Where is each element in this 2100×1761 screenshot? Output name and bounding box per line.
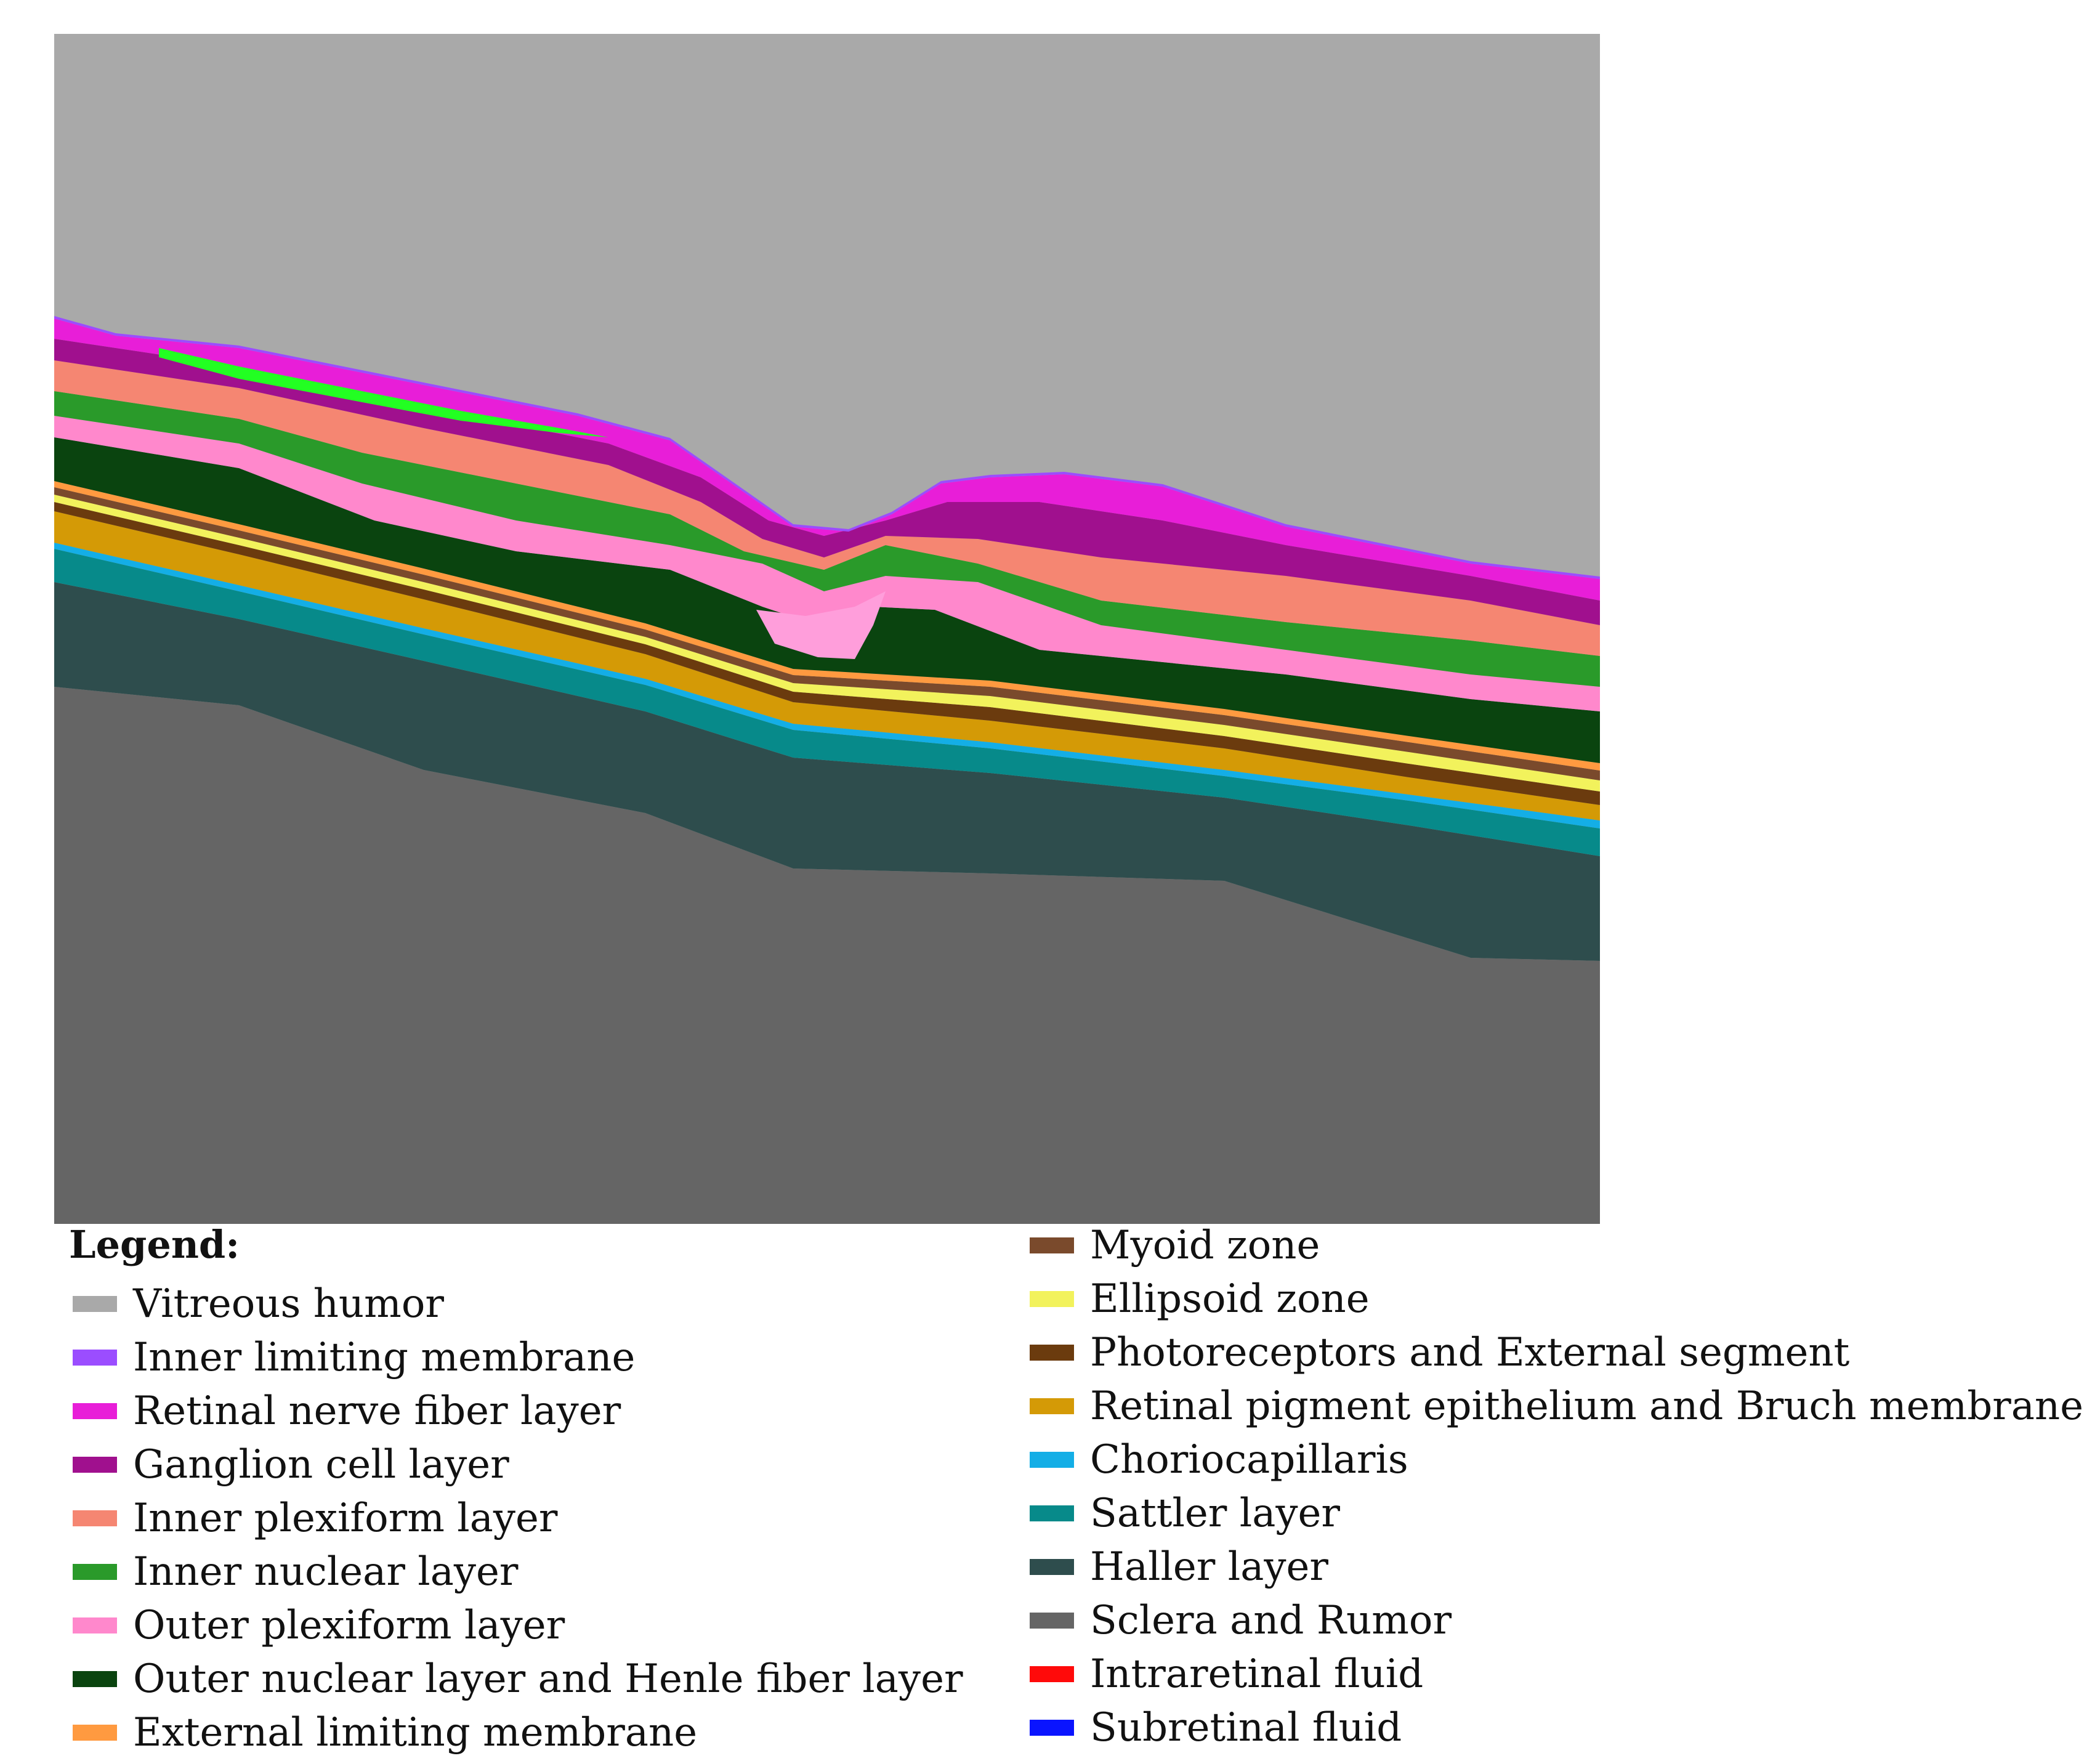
- legend-label: Outer nuclear layer and Henle fiber laye…: [133, 1656, 963, 1702]
- layer-photoreceptors-external: [54, 502, 1600, 805]
- legend-label: Myoid zone: [1090, 1223, 1320, 1268]
- legend-label: Outer plexiform layer: [133, 1603, 565, 1648]
- legend-label: Inner plexiform layer: [133, 1496, 558, 1541]
- legend-label: Choriocapillaris: [1090, 1437, 1408, 1483]
- legend-label: Intraretinal fluid: [1090, 1651, 1424, 1697]
- legend-label: Retinal pigment epithelium and Bruch mem…: [1090, 1383, 2083, 1429]
- layer-choriocapillaris: [54, 543, 1600, 828]
- layer-rpe: [54, 511, 1600, 820]
- layer-ellipsoid-zone: [54, 495, 1600, 791]
- legend-swatch: [1030, 1345, 1074, 1361]
- legend-label: Subretinal fluid: [1090, 1705, 1402, 1751]
- legend-swatch: [73, 1671, 117, 1687]
- legend-label: Ganglion cell layer: [133, 1442, 509, 1488]
- legend-item-ilm: Inner limiting membrane: [73, 1338, 635, 1377]
- legend-item-onl: Outer nuclear layer and Henle fiber laye…: [73, 1659, 963, 1699]
- layer-sattler: [54, 549, 1600, 856]
- legend-item-irf: Intraretinal fluid: [1030, 1654, 1423, 1694]
- oct-segmentation-image: [54, 34, 1600, 1224]
- legend-label: Vitreous humor: [133, 1281, 444, 1327]
- highlight-light-pink: [756, 591, 886, 659]
- legend-item-gcl: Ganglion cell layer: [73, 1445, 509, 1484]
- legend-item-ipl: Inner plexiform layer: [73, 1499, 558, 1538]
- legend-item-ez: Ellipsoid zone: [1030, 1279, 1370, 1319]
- legend-swatch: [1030, 1398, 1074, 1414]
- legend-item-myoid: Myoid zone: [1030, 1226, 1320, 1265]
- legend-swatch: [73, 1564, 117, 1580]
- legend-item-opl: Outer plexiform layer: [73, 1606, 565, 1645]
- legend-label: Retinal nerve fiber layer: [133, 1388, 621, 1434]
- legend-label: Sclera and Rumor: [1090, 1598, 1452, 1643]
- legend-label: External limiting membrane: [133, 1710, 698, 1755]
- legend-swatch: [73, 1510, 117, 1526]
- layer-retinal-nerve-fiber: [54, 318, 1600, 601]
- legend-swatch: [1030, 1452, 1074, 1468]
- layer-inner-plexiform: [54, 360, 1600, 656]
- legend-title: Legend:: [69, 1222, 240, 1267]
- legend-label: Haller layer: [1090, 1544, 1328, 1590]
- legend-swatch: [73, 1296, 117, 1312]
- layer-myoid-zone: [54, 487, 1600, 780]
- legend-swatch: [73, 1725, 117, 1741]
- legend-item-sattler: Sattler layer: [1030, 1494, 1340, 1533]
- legend-label: Inner nuclear layer: [133, 1549, 519, 1595]
- legend-swatch: [1030, 1720, 1074, 1736]
- legend-swatch: [73, 1403, 117, 1419]
- legend-item-srf: Subretinal fluid: [1030, 1708, 1402, 1747]
- legend-label: Inner limiting membrane: [133, 1335, 636, 1380]
- layer-outer-nuclear: [54, 437, 1600, 763]
- legend-swatch: [1030, 1291, 1074, 1307]
- layer-outer-plexiform: [54, 416, 1600, 711]
- legend-item-vitreous: Vitreous humor: [73, 1284, 444, 1324]
- legend-swatch: [1030, 1559, 1074, 1575]
- legend-item-inl: Inner nuclear layer: [73, 1552, 519, 1592]
- legend-item-rnfl: Retinal nerve fiber layer: [73, 1391, 621, 1431]
- legend-item-rpe: Retinal pigment epithelium and Bruch mem…: [1030, 1387, 2083, 1426]
- legend-swatch: [73, 1617, 117, 1633]
- layer-sclera: [54, 687, 1600, 1224]
- legend-swatch: [1030, 1666, 1074, 1682]
- layer-inner-nuclear: [54, 391, 1600, 687]
- legend-label: Ellipsoid zone: [1090, 1276, 1370, 1322]
- legend-item-elm: External limiting membrane: [73, 1713, 697, 1752]
- legend-swatch: [73, 1350, 117, 1366]
- legend-item-haller: Haller layer: [1030, 1547, 1328, 1587]
- legend-item-chc: Choriocapillaris: [1030, 1440, 1408, 1480]
- legend-label: Sattler layer: [1090, 1491, 1340, 1536]
- legend-item-pes: Photoreceptors and External segment: [1030, 1333, 1849, 1372]
- legend-swatch: [1030, 1505, 1074, 1521]
- legend-swatch: [73, 1457, 117, 1473]
- layer-external-limiting-membrane: [54, 481, 1600, 771]
- layer-haller: [54, 582, 1600, 961]
- legend-swatch: [1030, 1613, 1074, 1629]
- legend-item-sclera: Sclera and Rumor: [1030, 1601, 1452, 1640]
- legend-label: Photoreceptors and External segment: [1090, 1330, 1850, 1375]
- legend-swatch: [1030, 1237, 1074, 1253]
